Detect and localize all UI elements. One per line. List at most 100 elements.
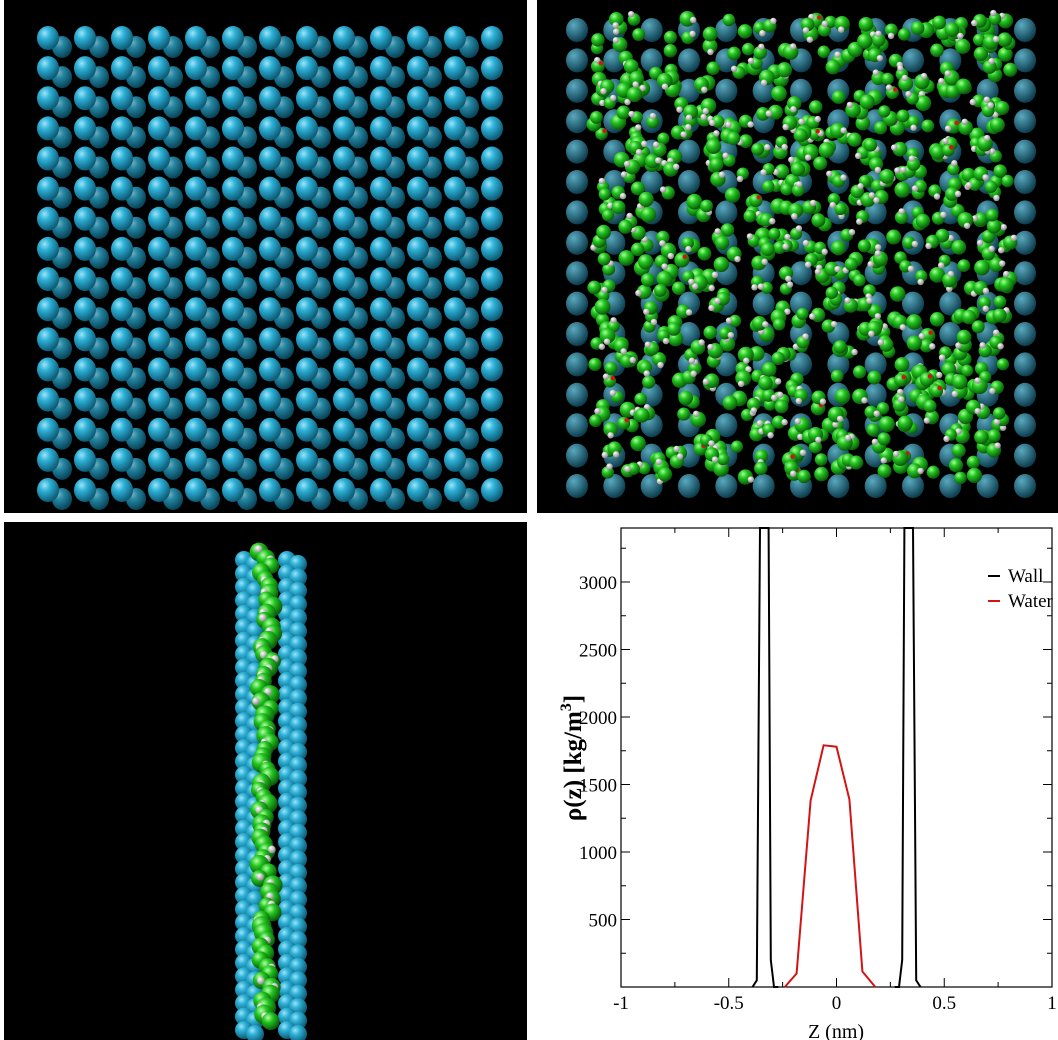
wall-atom — [481, 267, 503, 292]
wall-atom — [407, 267, 429, 292]
water-hydrogen-atom — [917, 278, 924, 286]
water-hydrogen-atom — [797, 433, 804, 441]
water-hydrogen-atom — [635, 124, 642, 131]
water-oxygen-atom — [1001, 174, 1014, 188]
wall-atom — [976, 474, 999, 498]
water-hydrogen-atom — [750, 407, 758, 414]
water-oxygen-atom — [945, 187, 959, 202]
wall-atom — [185, 327, 207, 352]
y-tick-label: 500 — [589, 911, 618, 932]
water-hydrogen-atom — [989, 148, 996, 155]
water-hydrogen-atom — [268, 845, 276, 854]
water-hydrogen-atom — [702, 378, 710, 385]
wall-atom — [370, 357, 392, 382]
water-hydrogen-atom — [736, 175, 744, 183]
water-hydrogen-atom — [745, 366, 752, 373]
water-hydrogen-atom — [594, 56, 601, 64]
water-hydrogen-atom — [905, 90, 912, 98]
wall-atom — [111, 146, 133, 171]
water-oxygen-atom — [722, 13, 736, 27]
water-hydrogen-atom — [711, 271, 719, 279]
water-oxygen-atom — [611, 200, 626, 215]
wall-atom — [296, 26, 318, 50]
wall-atom — [481, 176, 503, 201]
wall-atom — [715, 78, 738, 103]
water-hydrogen-atom — [969, 98, 976, 106]
wall-atom — [259, 236, 281, 261]
wall-atom — [407, 478, 429, 502]
water-oxygen-atom — [620, 354, 634, 368]
wall-atom — [333, 146, 355, 171]
water-hydrogen-atom — [997, 343, 1004, 350]
wall-atom — [222, 478, 244, 502]
water-hydrogen-atom — [993, 194, 1000, 202]
water-oxygen-atom — [714, 235, 730, 250]
water-hydrogen-atom — [809, 199, 817, 207]
wall-atom — [407, 327, 429, 352]
water-oxygen-atom — [627, 462, 640, 476]
wall-atom — [370, 297, 392, 322]
water-oxygen-atom — [751, 315, 767, 331]
water-hydrogen-atom — [761, 258, 768, 265]
water-hydrogen-atom — [760, 79, 768, 86]
wall-atom — [370, 478, 392, 502]
wall-atom — [407, 357, 429, 382]
water-oxygen-atom — [623, 59, 639, 74]
wall-atom — [939, 291, 962, 316]
wall-atom — [185, 417, 207, 442]
water-hydrogen-atom — [594, 407, 601, 415]
water-hydrogen-atom — [942, 137, 949, 145]
water-hydrogen-atom — [786, 281, 794, 288]
water-accent-atom — [901, 374, 907, 380]
wall-atom — [640, 48, 663, 73]
water-oxygen-atom — [997, 32, 1012, 47]
water-hydrogen-atom — [832, 421, 839, 428]
wall-atom — [1014, 261, 1036, 286]
wall-atom — [37, 357, 59, 382]
water-oxygen-atom — [894, 357, 910, 373]
water-hydrogen-atom — [846, 101, 854, 109]
water-hydrogen-atom — [702, 107, 709, 115]
water-hydrogen-atom — [718, 171, 726, 178]
wall-atom — [444, 56, 466, 81]
wall-atom — [37, 56, 59, 81]
water-oxygen-atom — [877, 464, 892, 479]
water-hydrogen-atom — [685, 114, 693, 121]
wall-atom — [1014, 413, 1036, 438]
water-hydrogen-atom — [910, 124, 917, 131]
water-hydrogen-atom — [760, 169, 767, 176]
wall-atom — [864, 474, 887, 498]
water-hydrogen-atom — [769, 217, 776, 225]
water-hydrogen-atom — [751, 284, 758, 291]
water-oxygen-atom — [958, 120, 973, 135]
wall-atom — [296, 327, 318, 352]
water-hydrogen-atom — [714, 228, 721, 235]
water-oxygen-atom — [952, 374, 968, 390]
water-oxygen-atom — [634, 407, 650, 423]
water-oxygen-atom — [896, 109, 910, 123]
wall-atom — [333, 297, 355, 322]
water-hydrogen-atom — [911, 185, 919, 192]
water-hydrogen-atom — [789, 43, 797, 50]
wall-atom — [444, 478, 466, 502]
water-oxygen-atom — [791, 183, 805, 197]
water-oxygen-atom — [634, 392, 647, 406]
water-oxygen-atom — [678, 390, 694, 406]
water-hydrogen-atom — [944, 70, 951, 77]
water-oxygen-atom — [829, 122, 846, 139]
water-hydrogen-atom — [938, 77, 945, 85]
water-hydrogen-atom — [650, 318, 658, 326]
water-hydrogen-atom — [834, 265, 841, 273]
water-hydrogen-atom — [974, 407, 981, 415]
water-hydrogen-atom — [920, 72, 928, 80]
wall-atom — [333, 357, 355, 382]
water-oxygen-atom — [930, 144, 946, 160]
water-hydrogen-atom — [821, 20, 828, 27]
water-oxygen-atom — [971, 320, 985, 334]
wall-atom — [259, 56, 281, 81]
water-hydrogen-atom — [620, 171, 628, 178]
water-hydrogen-atom — [598, 177, 606, 185]
water-hydrogen-atom — [661, 83, 669, 90]
wall-atom — [370, 236, 392, 261]
water-hydrogen-atom — [957, 32, 964, 40]
